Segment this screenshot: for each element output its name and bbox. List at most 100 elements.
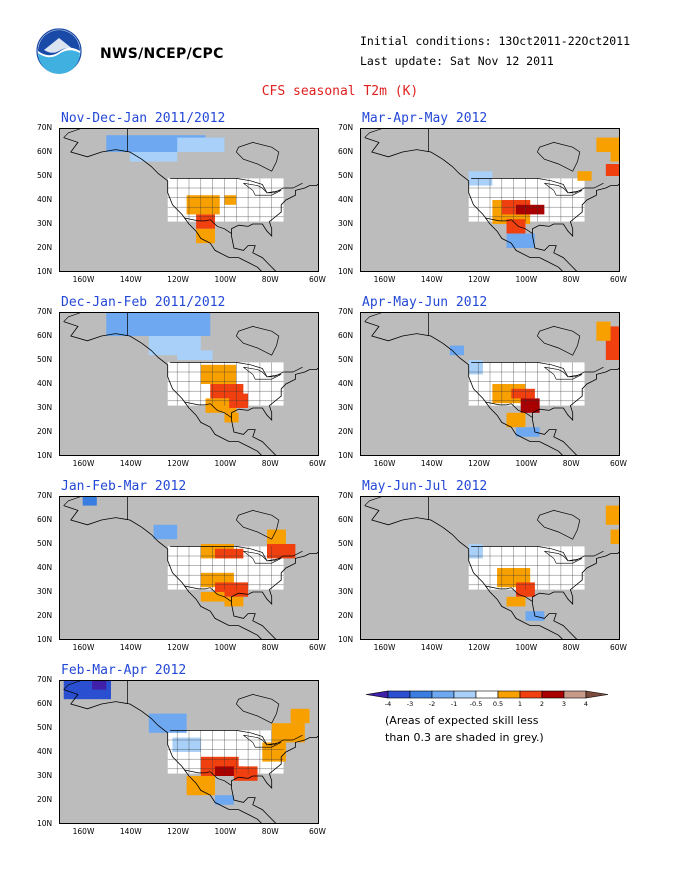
lat-label: 70N [37, 675, 53, 684]
lat-label: 50N [338, 355, 354, 364]
lon-label: 80W [261, 827, 279, 836]
lon-label: 120W [167, 827, 189, 836]
anomaly-area [516, 204, 545, 215]
lat-label: 20N [37, 243, 53, 252]
lat-label: 10N [37, 267, 53, 276]
lat-label: 70N [338, 123, 354, 132]
anomaly-area [449, 345, 464, 356]
lon-label: 120W [167, 275, 189, 284]
lat-label: 70N [338, 307, 354, 316]
lat-label: 10N [37, 451, 53, 460]
legend-swatch [519, 690, 543, 699]
lon-label: 60W [610, 643, 627, 652]
lon-label: 120W [468, 275, 490, 284]
lon-label: 160W [373, 459, 396, 468]
anomaly-area [506, 219, 526, 234]
lat-label: 50N [37, 355, 53, 364]
anomaly-area [516, 582, 535, 597]
seasonal-map [59, 496, 319, 640]
lat-label: 30N [37, 219, 53, 228]
lon-label: 100W [515, 643, 538, 652]
lon-label: 80W [261, 275, 279, 284]
lon-label: 120W [468, 643, 490, 652]
lon-label: 80W [562, 459, 580, 468]
anomaly-area [492, 384, 526, 404]
seasonal-map [59, 312, 319, 456]
lon-label: 100W [214, 459, 237, 468]
anomaly-area [129, 152, 178, 162]
lat-label: 70N [37, 307, 53, 316]
legend-swatch [475, 690, 499, 699]
legend-swatch [387, 690, 411, 699]
legend-tick: -0.5 [470, 700, 483, 708]
anomaly-area [177, 137, 225, 152]
seasonal-map [59, 128, 319, 272]
anomaly-area [200, 364, 237, 384]
lon-label: 120W [167, 459, 189, 468]
lon-label: 100W [214, 643, 237, 652]
lat-label: 20N [338, 427, 354, 436]
anomaly-area [506, 233, 535, 248]
anomaly-area [596, 321, 611, 341]
lon-label: 80W [562, 275, 580, 284]
lon-label: 60W [309, 459, 326, 468]
lon-label: 60W [610, 459, 627, 468]
anomaly-area [506, 412, 526, 428]
lat-label: 70N [37, 123, 53, 132]
seasonal-map [360, 128, 620, 272]
anomaly-area [468, 544, 483, 559]
lat-label: 60N [338, 331, 354, 340]
anomaly-area [233, 766, 258, 781]
anomaly-area [516, 427, 540, 437]
legend-tick: -3 [407, 700, 413, 708]
legend-swatch [563, 690, 587, 699]
lat-label: 70N [37, 491, 53, 500]
lat-label: 30N [37, 403, 53, 412]
anomaly-area [224, 596, 244, 607]
skill-note-line2: than 0.3 are shaded in grey.) [385, 731, 544, 744]
anomaly-area [271, 723, 305, 743]
lon-label: 120W [468, 459, 490, 468]
lat-label: 20N [37, 611, 53, 620]
legend-swatch [453, 690, 477, 699]
anomaly-area [205, 398, 237, 413]
lat-label: 40N [338, 563, 354, 572]
lat-label: 10N [37, 635, 53, 644]
anomaly-area [468, 360, 483, 375]
lat-label: 50N [37, 723, 53, 732]
lat-label: 40N [338, 379, 354, 388]
anomaly-area [605, 505, 620, 525]
noaa-logo-icon [36, 28, 82, 74]
lat-label: 30N [338, 403, 354, 412]
legend-swatch [541, 690, 565, 699]
legend-tick: -2 [429, 700, 435, 708]
panel-title: Dec-Jan-Feb 2011/2012 [61, 295, 226, 310]
panel-title: Feb-Mar-Apr 2012 [61, 663, 187, 678]
lon-label: 140W [119, 643, 142, 652]
last-update: Last update: Sat Nov 12 2011 [360, 54, 554, 68]
lat-label: 60N [338, 515, 354, 524]
anomaly-area [506, 596, 526, 607]
anomaly-area [610, 529, 620, 544]
anomaly-area [215, 795, 234, 805]
anomaly-area [186, 195, 220, 215]
legend-tick: 0.5 [493, 700, 503, 708]
lat-label: 60N [37, 699, 53, 708]
lon-label: 140W [119, 275, 142, 284]
lat-label: 30N [338, 587, 354, 596]
lon-label: 160W [72, 275, 95, 284]
anomaly-area [186, 776, 215, 796]
lat-label: 10N [338, 451, 354, 460]
lat-label: 10N [338, 267, 354, 276]
legend-swatch [497, 690, 521, 699]
lat-label: 40N [37, 563, 53, 572]
legend-tick: 4 [584, 700, 588, 708]
lat-label: 50N [37, 171, 53, 180]
legend-tick: 3 [562, 700, 566, 708]
lon-label: 160W [373, 275, 396, 284]
lat-label: 60N [37, 331, 53, 340]
panel-title: Jan-Feb-Mar 2012 [61, 479, 187, 494]
lat-label: 20N [338, 611, 354, 620]
anomaly-area [177, 350, 213, 360]
lat-label: 20N [37, 795, 53, 804]
